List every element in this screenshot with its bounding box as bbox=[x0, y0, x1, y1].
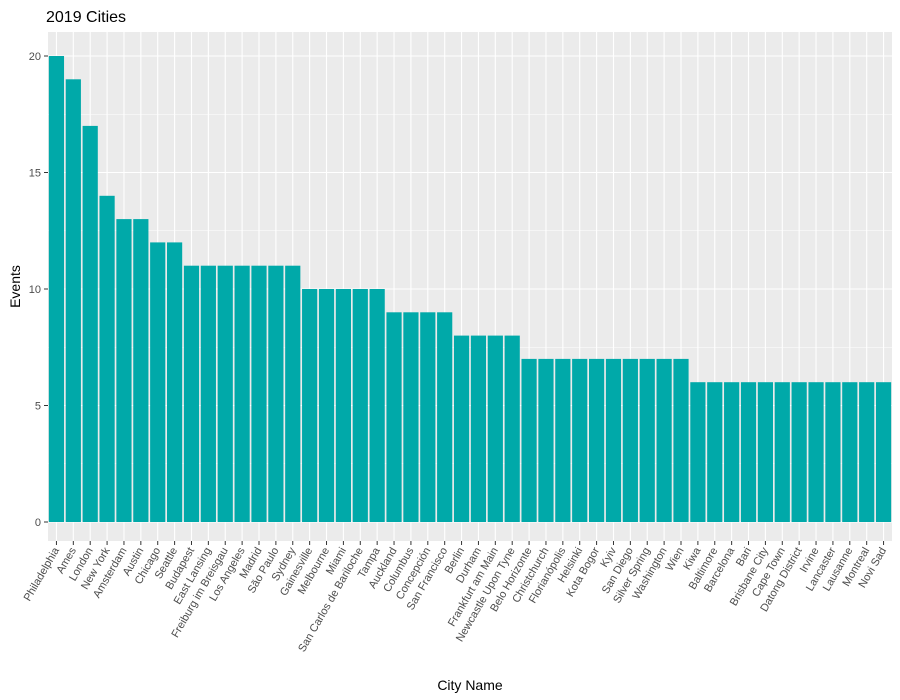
bar-durham bbox=[470, 335, 487, 522]
bar-wien bbox=[673, 358, 689, 522]
bar-los-angeles bbox=[234, 265, 250, 522]
bar-kiwa bbox=[690, 382, 706, 522]
bar-columbus bbox=[403, 312, 419, 522]
bar-kyiv bbox=[605, 358, 622, 522]
bar-berlin bbox=[453, 335, 470, 522]
bars bbox=[48, 56, 892, 523]
bar-barcelona bbox=[724, 382, 740, 522]
bar-auckland bbox=[386, 312, 402, 522]
bar-san-francisco bbox=[437, 312, 453, 522]
bar-new-york bbox=[99, 195, 115, 523]
bar-sydney bbox=[285, 265, 301, 522]
y-tick-label: 15 bbox=[29, 168, 41, 180]
bar-madrid bbox=[251, 265, 267, 522]
bar-philadelphia bbox=[48, 56, 65, 522]
bar-helsinki bbox=[572, 358, 588, 522]
bar-san-diego bbox=[622, 358, 638, 522]
bar-kota-bogor bbox=[589, 358, 605, 522]
bar-lausanne bbox=[842, 382, 858, 522]
bar-datong-district bbox=[791, 382, 807, 522]
bar-miami bbox=[335, 289, 351, 522]
bar-melbourne bbox=[318, 289, 335, 522]
y-tick-label: 5 bbox=[35, 401, 41, 413]
bar-silver-spring bbox=[639, 358, 655, 522]
bar-washington bbox=[656, 358, 672, 522]
bar-tampa bbox=[369, 289, 385, 522]
y-axis: 0 5 10 15 20 bbox=[29, 51, 48, 529]
bar-amsterdam bbox=[116, 219, 132, 522]
bar-cape-town bbox=[774, 382, 790, 522]
bar-novi-sad bbox=[875, 382, 892, 522]
bar-s-o-paulo bbox=[268, 265, 284, 522]
x-axis-title: City Name bbox=[437, 677, 503, 693]
bar-montreal bbox=[859, 382, 875, 522]
y-axis-title: Events bbox=[7, 265, 23, 308]
bar-concepci-n bbox=[420, 312, 436, 522]
bar-florian-polis bbox=[555, 358, 571, 522]
bar-east-lansing bbox=[200, 265, 216, 522]
bar-austin bbox=[133, 219, 149, 522]
x-tick-label: Wien bbox=[664, 546, 687, 574]
bar-belo-horizonte bbox=[521, 358, 537, 522]
x-tick-label: Philadelphia bbox=[22, 545, 63, 604]
bar-brisbane-city bbox=[757, 382, 773, 522]
chart-title: 2019 Cities bbox=[46, 9, 126, 26]
bar-frankfurt-am-main bbox=[487, 335, 503, 522]
bar-irvine bbox=[808, 382, 824, 522]
y-tick-label: 20 bbox=[29, 51, 41, 63]
bar-bari bbox=[740, 382, 757, 522]
bar-chicago bbox=[150, 242, 166, 522]
bar-san-carlos-de-bariloche bbox=[352, 289, 368, 522]
bar-gainesville bbox=[302, 289, 318, 522]
y-tick-label: 0 bbox=[35, 517, 41, 529]
bar-newcastle-upon-tyne bbox=[504, 335, 520, 522]
bar-freiburg-im-breisgau bbox=[217, 265, 233, 522]
bar-london bbox=[82, 125, 98, 523]
y-tick-label: 10 bbox=[29, 284, 41, 296]
bar-christchurch bbox=[538, 358, 554, 522]
bar-baltimore bbox=[707, 382, 723, 522]
bar-budapest bbox=[183, 265, 200, 522]
bar-seattle bbox=[167, 242, 183, 522]
bar-lancaster bbox=[825, 382, 841, 522]
bar-ames bbox=[65, 79, 81, 523]
